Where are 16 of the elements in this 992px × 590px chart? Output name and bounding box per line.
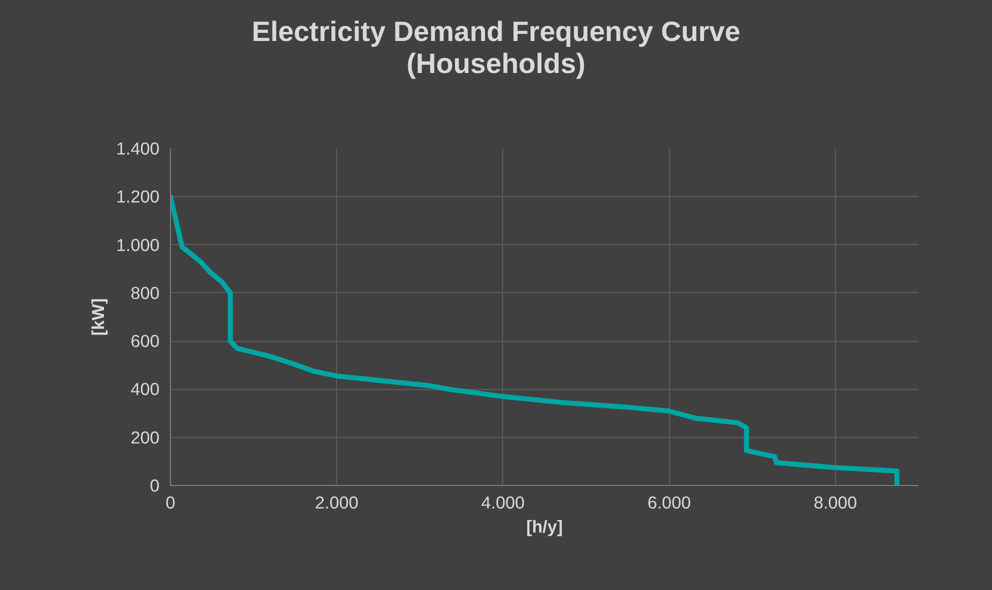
y-tick-label: 800	[130, 282, 160, 303]
x-tick-label: 4.000	[481, 492, 525, 512]
y-tick-label: 600	[130, 331, 160, 352]
x-tick-label: 8.000	[814, 492, 858, 512]
x-tick-label: 2.000	[315, 492, 358, 512]
x-tick-label: 0	[166, 492, 176, 512]
x-tick-label: 6.000	[647, 492, 691, 512]
x-axis-title: [h/y]	[526, 516, 563, 536]
y-tick-label: 400	[130, 379, 160, 400]
y-axis-title: [kW]	[88, 298, 108, 336]
y-tick-label: 1.000	[116, 234, 160, 255]
y-tick-label: 1.400	[116, 138, 160, 158]
y-tick-label: 0	[150, 476, 160, 496]
chart-title: Electricity Demand Frequency Curve (Households)	[250, 15, 742, 80]
y-tick-label: 1.200	[116, 186, 160, 207]
y-tick-label: 200	[130, 427, 160, 448]
